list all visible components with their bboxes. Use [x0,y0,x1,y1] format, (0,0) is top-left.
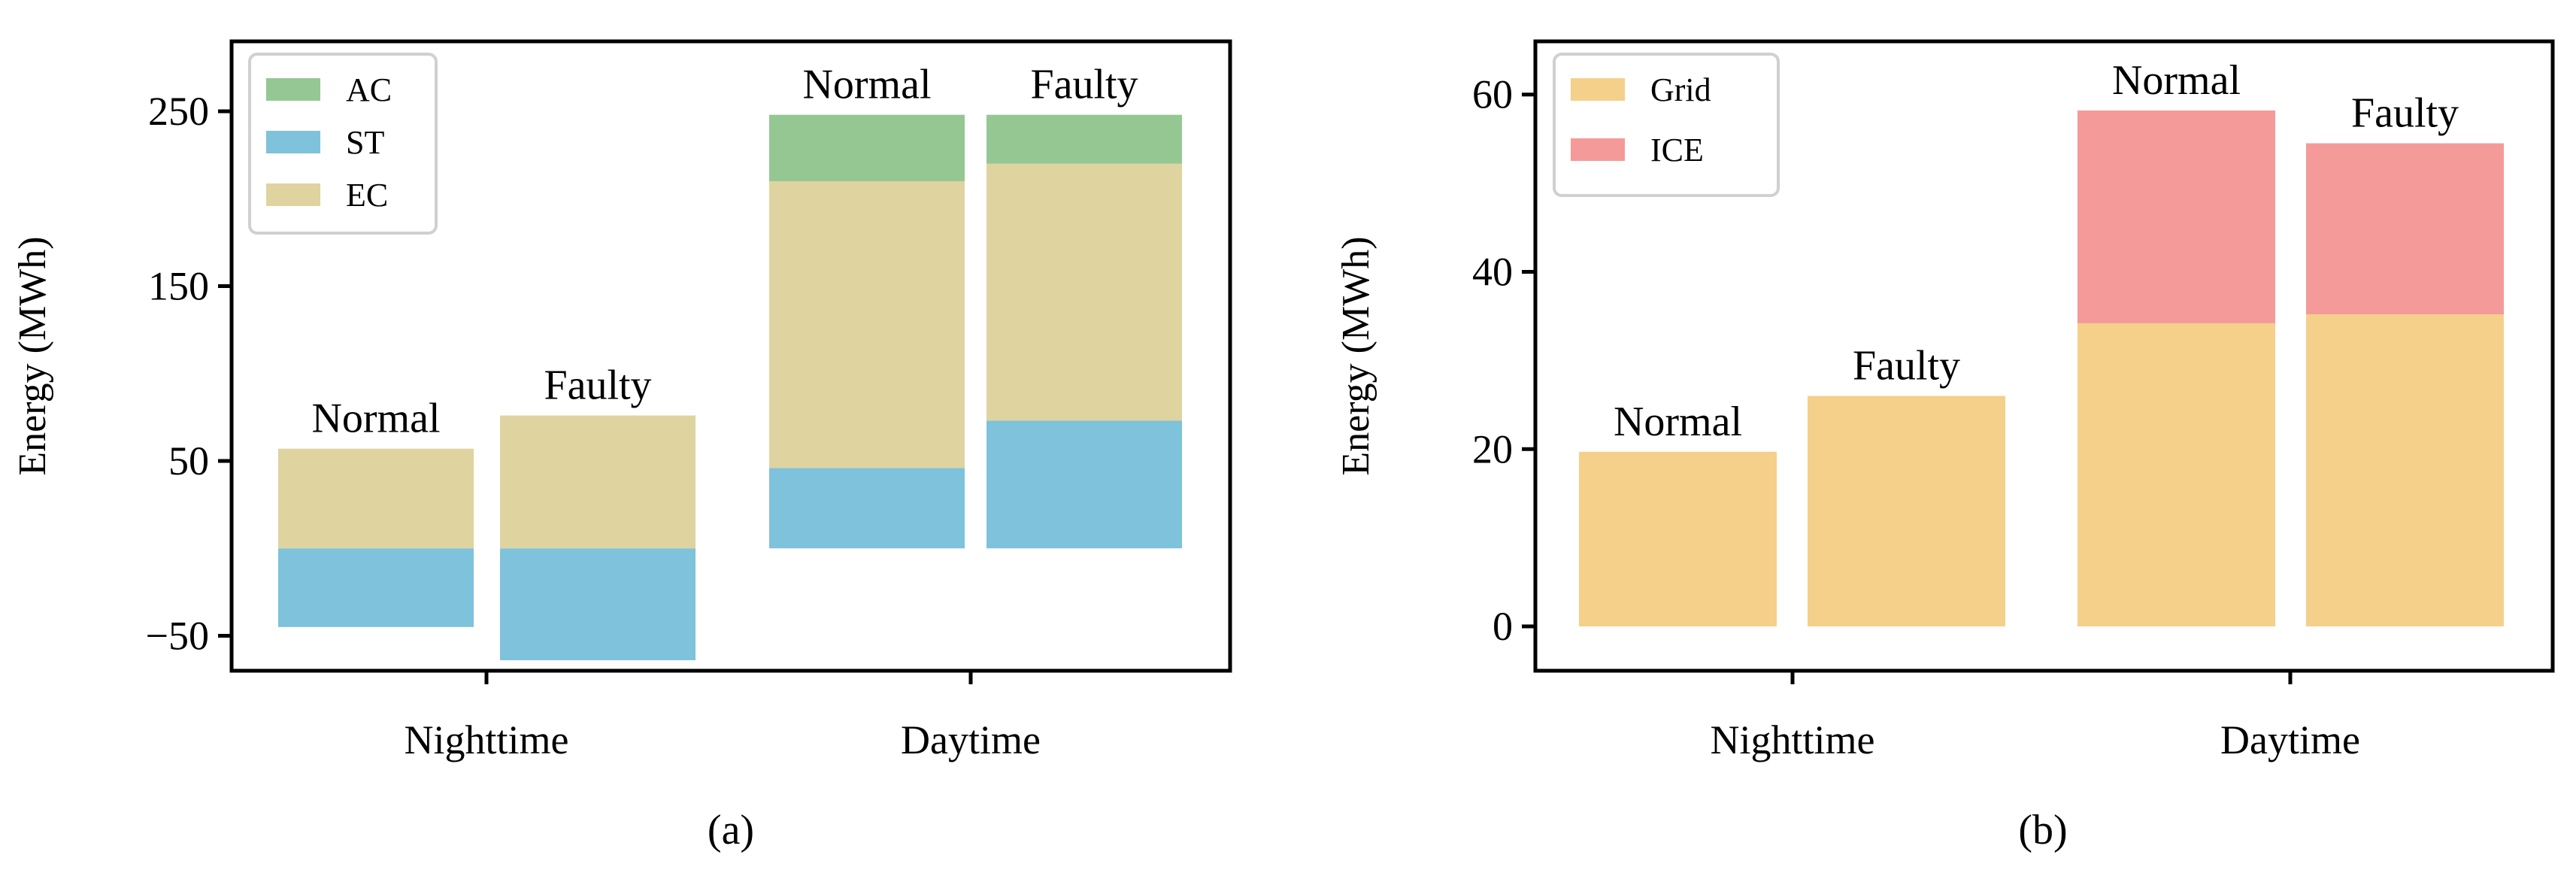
bar-segment-grid [2077,323,2275,627]
panel-caption: (a) [708,807,754,853]
bar-label-faulty: Faulty [544,362,651,409]
bar-label-normal: Normal [2112,57,2241,104]
bar-segment-grid [1808,396,2005,627]
bar-label-normal: Normal [311,396,440,442]
bar-segment-ec [769,181,965,468]
panel-a-energy-chart: Normal Faulty Normal Faulty −50 50 150 250 Night… [11,39,1232,853]
x-category-label-nighttime: Nighttime [1711,717,1875,762]
bar-segment-ec [278,448,474,549]
y-tick-label: −50 [146,614,209,659]
panel-b-energy-chart: Normal Faulty Normal Faulty 0 20 40 60 Nighttime… [1335,39,2555,853]
y-tick-label: 0 [1493,604,1513,649]
bar-segment-ac [769,114,965,181]
y-axis-label: Energy (MWh) [1335,236,1377,475]
bar-segment-ec [500,415,696,549]
legend-label-ec: EC [346,177,388,214]
bar-segment-st [986,420,1182,549]
bar-segment-st [278,548,474,627]
bar-segment-ac [986,114,1182,164]
bar-label-faulty: Faulty [1853,343,1960,390]
bar-segment-grid [2306,314,2504,627]
x-category-label-daytime: Daytime [901,717,1041,762]
y-tick-label: 20 [1472,426,1513,471]
bar-segment-ice [2306,143,2504,315]
bar-label-faulty: Faulty [2351,90,2459,137]
bar-segment-st [500,548,696,661]
legend-swatch-ec [266,183,320,206]
legend-label-ice: ICE [1650,132,1704,168]
x-category-label-daytime: Daytime [2220,717,2360,762]
y-tick-label: 150 [148,264,209,309]
legend-swatch-ac [266,78,320,101]
bar-label-faulty: Faulty [1030,62,1138,108]
y-tick-label: 40 [1472,250,1513,295]
legend-swatch-grid [1571,78,1625,101]
legend-label-grid: Grid [1650,71,1711,108]
legend: Grid ICE [1553,53,1780,197]
panel-caption: (b) [2018,807,2067,853]
bar-segment-ice [2077,110,2275,323]
bar-segment-st [769,468,965,549]
legend-label-ac: AC [346,71,392,108]
y-tick-label: 60 [1472,72,1513,117]
x-category-label-nighttime: Nighttime [405,717,569,762]
legend-swatch-st [266,131,320,153]
legend: AC ST EC [248,53,438,235]
bar-segment-grid [1579,451,1777,627]
bar-label-normal: Normal [1614,399,1742,445]
legend-label-st: ST [346,124,384,161]
y-tick-label: 250 [148,89,209,134]
bar-label-normal: Normal [802,62,931,108]
axes-frame [229,39,1232,673]
y-tick-label: 50 [168,438,209,484]
legend-swatch-ice [1571,138,1625,161]
y-axis-label: Energy (MWh) [11,236,54,475]
axes-frame [1533,39,2555,673]
bar-segment-ec [986,163,1182,421]
